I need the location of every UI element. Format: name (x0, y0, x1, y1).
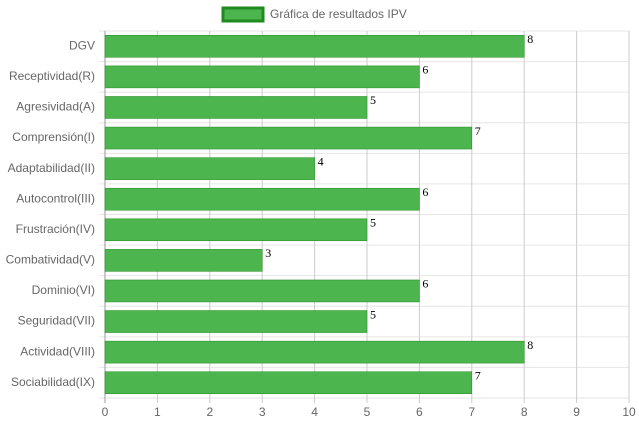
value-label: 7 (475, 368, 481, 382)
y-tick-label: Actividad(VIII) (20, 344, 95, 358)
value-label: 3 (265, 246, 271, 260)
y-tick-label: Frustración(IV) (16, 222, 95, 236)
x-tick-label: 9 (573, 405, 580, 419)
y-tick-label: DGV (69, 38, 95, 52)
y-tick-label: Autocontrol(III) (16, 191, 95, 205)
x-tick-label: 1 (154, 405, 161, 419)
x-tick-label: 8 (521, 405, 528, 419)
bar (104, 279, 420, 303)
x-tick-label: 2 (206, 405, 213, 419)
value-label: 5 (370, 216, 376, 230)
value-label: 8 (527, 32, 533, 46)
y-tick-label: Agresividad(A) (16, 100, 95, 114)
value-label: 5 (370, 307, 376, 321)
y-tick-label: Comprensión(I) (12, 130, 95, 144)
bar (104, 35, 525, 58)
x-tick-label: 0 (102, 405, 109, 419)
x-tick-label: 5 (364, 405, 371, 419)
x-tick-label: 6 (416, 405, 423, 419)
bar (104, 157, 315, 180)
y-tick-label: Seguridad(VII) (18, 314, 95, 328)
bar (104, 371, 473, 394)
bar (104, 65, 420, 89)
bar (104, 218, 368, 242)
y-tick-label: Combatividad(V) (6, 253, 95, 267)
y-tick-label: Dominio(VI) (32, 283, 95, 297)
bar (104, 249, 263, 272)
value-label: 5 (370, 93, 376, 107)
value-label: 6 (422, 277, 428, 291)
legend-swatch (221, 6, 265, 23)
bar (104, 187, 420, 211)
legend-label: Gráfica de resultados IPV (270, 7, 407, 21)
x-tick-label: 4 (311, 405, 318, 419)
x-tick-label: 10 (622, 405, 636, 419)
y-tick-label: Adaptabilidad(II) (8, 161, 95, 175)
bar (104, 310, 368, 333)
x-tick-label: 3 (259, 405, 266, 419)
bar (104, 126, 473, 150)
bar (104, 96, 368, 119)
bar (104, 340, 525, 364)
value-label: 7 (475, 124, 481, 138)
y-tick-label: Sociabilidad(IX) (11, 375, 95, 389)
value-label: 6 (422, 185, 428, 199)
value-label: 4 (318, 154, 324, 168)
value-label: 6 (422, 63, 428, 77)
y-tick-label: Receptividad(R) (9, 69, 95, 83)
x-tick-label: 7 (468, 405, 475, 419)
value-label: 8 (527, 338, 533, 352)
